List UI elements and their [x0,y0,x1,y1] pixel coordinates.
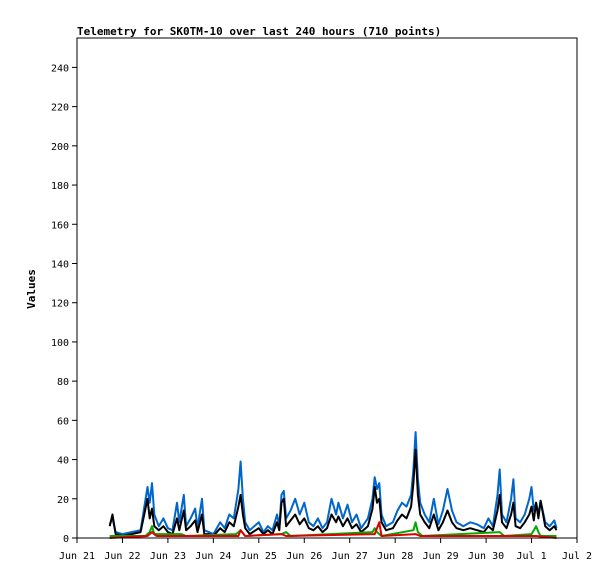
x-tick-label: Jun 27 [332,551,368,562]
y-tick-label: 120 [51,299,69,310]
y-tick-label: 20 [57,495,69,506]
x-tick-label: Jun 22 [104,551,140,562]
y-tick-label: 80 [57,377,69,388]
y-tick-label: 60 [57,416,69,427]
y-tick-label: 0 [63,534,69,545]
x-tick-label: Jun 23 [150,551,186,562]
x-tick-label: Jun 21 [59,551,95,562]
series-line-4 [109,521,557,539]
y-axis-label: Values [25,269,38,309]
series-line-3 [109,521,557,537]
series-line-2 [108,448,558,537]
x-tick-label: Jul 1 [516,551,546,562]
x-tick-label: Jun 24 [195,551,231,562]
y-tick-label: 180 [51,181,69,192]
series-layer [108,431,558,539]
y-tick-label: 140 [51,259,69,270]
y-tick-label: 40 [57,456,69,467]
series-line-1 [108,431,558,536]
x-tick-label: Jun 28 [377,551,413,562]
x-tick-label: Jun 29 [423,551,459,562]
y-tick-label: 160 [51,220,69,231]
y-tick-label: 220 [51,103,69,114]
y-tick-label: 240 [51,63,69,74]
y-tick-label: 100 [51,338,69,349]
chart-title: Telemetry for SK0TM-10 over last 240 hou… [77,25,441,38]
x-axis: Jun 21 Jun 22 Jun 23 Jun 24 Jun 25 Jun 26 Jun … [59,538,592,562]
x-tick-label: Jun 26 [286,551,322,562]
plot-area-frame [76,37,578,539]
x-tick-label: Jul 2 [562,551,592,562]
x-tick-label: Jun 25 [241,551,277,562]
y-tick-label: 200 [51,142,69,153]
y-axis: 0 20 40 60 80 100 120 140 160 180 200 220 240 [51,63,77,545]
x-tick-label: Jun 30 [468,551,504,562]
